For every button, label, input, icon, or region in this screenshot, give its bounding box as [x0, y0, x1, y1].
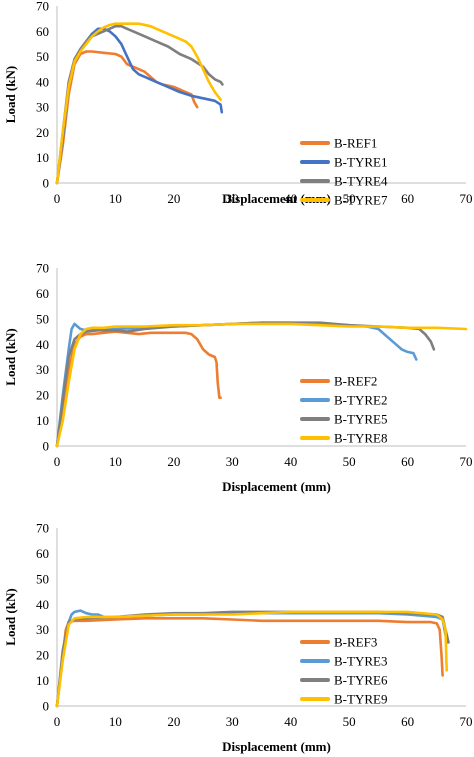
- x-tick-label: 30: [226, 191, 239, 206]
- series-line-b-ref2: [55, 330, 222, 448]
- legend-label-b-tyre6: B-TYRE6: [334, 673, 388, 688]
- y-axis-label: Load (kN): [3, 66, 18, 123]
- x-tick-label: 60: [401, 454, 414, 469]
- y-tick-label: 0: [43, 176, 50, 191]
- legend-label-b-tyre7: B-TYRE7: [334, 193, 388, 208]
- y-tick-label: 70: [36, 0, 49, 14]
- series-line-b-ref1: [55, 50, 199, 185]
- x-tick-label: 0: [54, 191, 61, 206]
- y-tick-label: 10: [36, 150, 49, 165]
- x-tick-label: 30: [226, 714, 239, 729]
- y-tick-label: 40: [36, 337, 49, 352]
- y-tick-label: 0: [43, 699, 50, 714]
- chart-panel-2: 0 10 20 30 40 50 60 70 0 10 20 30 40 50 60 70 Displaceme…: [0, 258, 474, 501]
- x-tick-label: 70: [460, 191, 473, 206]
- y-tick-label: 40: [36, 74, 49, 89]
- legend-label-b-tyre8: B-TYRE8: [334, 431, 387, 446]
- x-tick-label: 60: [401, 714, 414, 729]
- y-tick-label: 30: [36, 362, 49, 377]
- x-tick-label: 60: [401, 191, 414, 206]
- y-tick-label: 10: [36, 673, 49, 688]
- x-tick-label: 70: [460, 714, 473, 729]
- legend-label-b-ref2: B-REF2: [334, 374, 377, 389]
- x-tick-label: 10: [109, 454, 122, 469]
- x-tick-label: 50: [343, 191, 356, 206]
- x-tick-label: 50: [343, 454, 356, 469]
- x-tick-label: 40: [284, 191, 297, 206]
- legend-label-b-ref3: B-REF3: [334, 635, 377, 650]
- y-axis-label: Load (kN): [3, 328, 18, 385]
- x-tick-label: 10: [109, 714, 122, 729]
- chart-1-svg: 0 10 20 30 40 50 60 70 0 10 20 30 40 50 60 70 Displaceme…: [3, 0, 473, 208]
- chart-3-svg: 0 10 20 30 40 50 60 70 0 10 20 30 40 50 60 70 Displaceme…: [3, 521, 473, 755]
- y-tick-label: 60: [36, 286, 49, 301]
- y-tick-label: 70: [36, 521, 49, 536]
- y-tick-label: 20: [36, 648, 49, 663]
- x-tick-label: 40: [284, 714, 297, 729]
- y-tick-label: 50: [36, 311, 49, 326]
- x-tick-label: 20: [167, 191, 180, 206]
- y-tick-label: 20: [36, 125, 49, 140]
- x-tick-label: 20: [167, 454, 180, 469]
- x-axis-label: Displacement (mm): [222, 191, 331, 206]
- chart-panel-3: 0 10 20 30 40 50 60 70 0 10 20 30 40 50 60 70 Displaceme…: [0, 518, 474, 757]
- y-tick-label: 50: [36, 571, 49, 586]
- y-tick-label: 70: [36, 261, 49, 276]
- x-tick-label: 0: [54, 714, 61, 729]
- x-axis-label: Displacement (mm): [222, 739, 331, 754]
- y-tick-label: 30: [36, 622, 49, 637]
- y-tick-label: 20: [36, 388, 49, 403]
- series-line-b-tyre8: [55, 322, 468, 448]
- legend-label-b-tyre1: B-TYRE1: [334, 155, 387, 170]
- x-tick-label: 20: [167, 714, 180, 729]
- legend-label-b-tyre3: B-TYRE3: [334, 654, 387, 669]
- x-axis-label: Displacement (mm): [222, 479, 331, 494]
- x-tick-label: 30: [226, 454, 239, 469]
- series-line-b-tyre6: [55, 610, 450, 708]
- series-line-b-tyre5: [55, 321, 436, 448]
- y-tick-label: 60: [36, 24, 49, 39]
- series-line-b-tyre3: [55, 609, 449, 708]
- y-axis-label: Load (kN): [3, 588, 18, 645]
- y-tick-label: 30: [36, 100, 49, 115]
- legend-label-b-ref1: B-REF1: [334, 136, 377, 151]
- x-tick-label: 70: [460, 454, 473, 469]
- series-line-b-tyre7: [55, 22, 222, 185]
- legend-label-b-tyre5: B-TYRE5: [334, 412, 387, 427]
- x-tick-label: 50: [343, 714, 356, 729]
- chart-panel-1: 0 10 20 30 40 50 60 70 0 10 20 30 40 50 60 70 Displaceme…: [0, 0, 474, 240]
- series-line-b-tyre9: [55, 610, 448, 708]
- y-tick-label: 0: [43, 439, 50, 454]
- y-tick-label: 40: [36, 597, 49, 612]
- y-tick-label: 50: [36, 49, 49, 64]
- legend-label-b-tyre9: B-TYRE9: [334, 692, 387, 707]
- y-tick-label: 60: [36, 546, 49, 561]
- x-tick-label: 10: [109, 191, 122, 206]
- legend-label-b-tyre2: B-TYRE2: [334, 393, 387, 408]
- x-tick-label: 40: [284, 454, 297, 469]
- y-tick-label: 10: [36, 413, 49, 428]
- chart-2-svg: 0 10 20 30 40 50 60 70 0 10 20 30 40 50 60 70 Displaceme…: [3, 261, 473, 495]
- x-tick-label: 0: [54, 454, 61, 469]
- legend-label-b-tyre4: B-TYRE4: [334, 174, 388, 189]
